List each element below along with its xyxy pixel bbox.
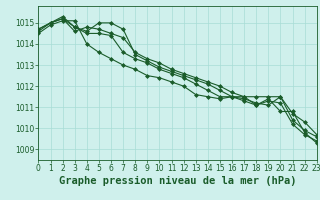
X-axis label: Graphe pression niveau de la mer (hPa): Graphe pression niveau de la mer (hPa): [59, 176, 296, 186]
